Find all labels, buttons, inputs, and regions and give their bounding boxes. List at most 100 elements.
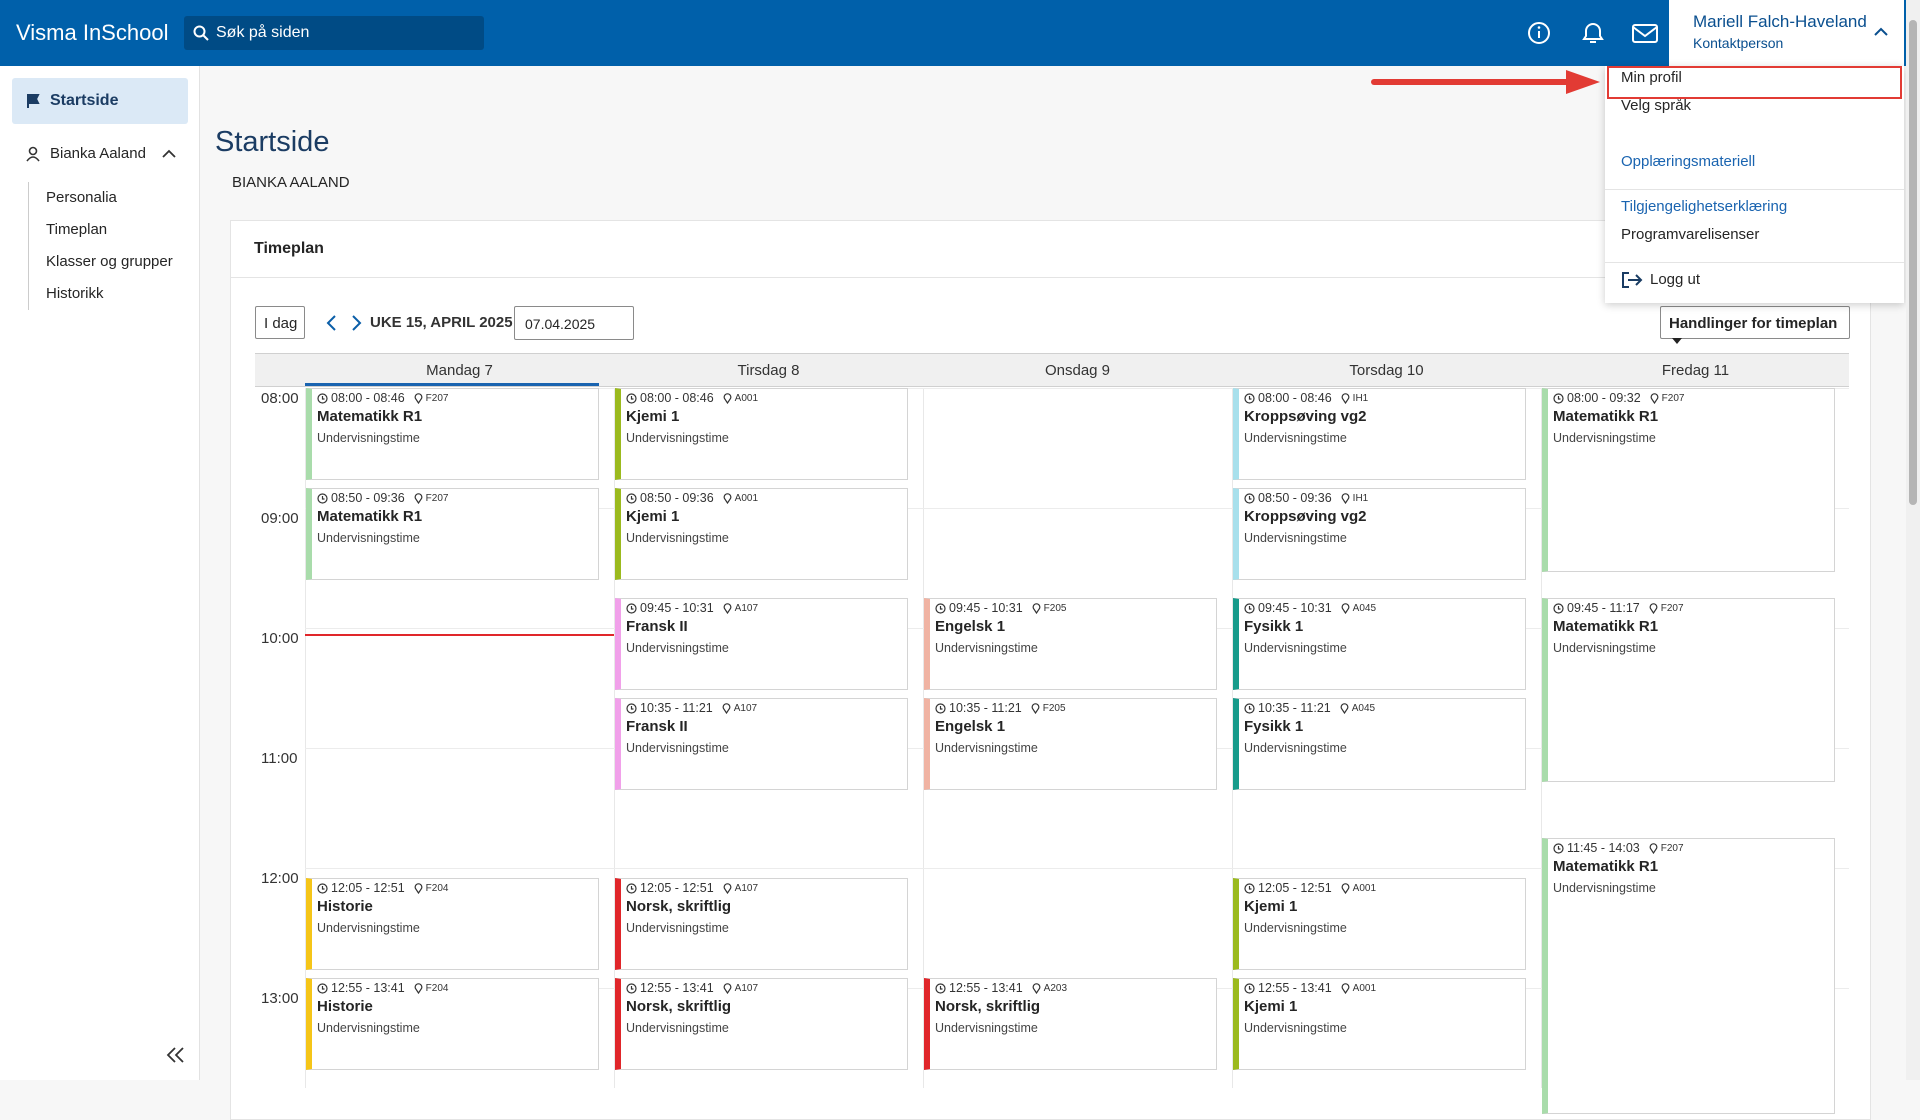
timetable-event[interactable]: 12:55 - 13:41 A001 Kjemi 1 Undervisningstim…: [1233, 978, 1526, 1070]
menu-item[interactable]: Tilgjengelighetserklæring: [1621, 198, 1788, 215]
event-subject: Fysikk 1: [1244, 718, 1304, 735]
event-kind: Undervisningstime: [317, 921, 420, 935]
date-input[interactable]: 07.04.2025: [514, 306, 634, 340]
actions-button[interactable]: Handlinger for timeplan: [1660, 306, 1850, 344]
column-line: [1232, 388, 1233, 1088]
nav-item[interactable]: Personalia: [46, 189, 117, 206]
event-meta: 12:05 - 12:51 F204: [317, 881, 598, 895]
clock-icon: [1244, 392, 1255, 404]
menu-item[interactable]: Opplæringsmateriell: [1621, 153, 1756, 170]
event-time: 12:55 - 13:41: [1258, 981, 1332, 995]
timetable-event[interactable]: 12:05 - 12:51 F204 Historie Undervisningsti…: [306, 878, 599, 970]
timetable-event[interactable]: 11:45 - 14:03 F207 Matematikk R1 Undervisni…: [1542, 838, 1835, 1114]
timetable-event[interactable]: 08:00 - 08:46 A001 Kjemi 1 Undervisningstim…: [615, 388, 908, 480]
nav-item[interactable]: Klasser og grupper: [46, 253, 173, 270]
event-time: 09:45 - 11:17: [1567, 601, 1640, 615]
clock-icon: [1244, 702, 1255, 714]
pin-icon: [414, 882, 423, 894]
timetable-event[interactable]: 08:50 - 09:36 A001 Kjemi 1 Undervisningstim…: [615, 488, 908, 580]
menu-item[interactable]: Velg språk: [1621, 97, 1692, 114]
timetable-event[interactable]: 12:55 - 13:41 A107 Norsk, skriftlig Undervi…: [615, 978, 908, 1070]
collapse-button[interactable]: [166, 1046, 186, 1064]
timetable-event[interactable]: 12:55 - 13:41 A203 Norsk, skriftlig Undervi…: [924, 978, 1217, 1070]
logo[interactable]: Visma InSchool: [16, 20, 169, 45]
timetable-event[interactable]: 09:45 - 10:31 F205 Engelsk 1 Undervisningst…: [924, 598, 1217, 690]
clock-icon: [626, 882, 637, 894]
timetable-event[interactable]: 08:00 - 08:46 IH1 Kroppsøving vg2 Undervisn…: [1233, 388, 1526, 480]
event-time: 12:05 - 12:51: [331, 881, 405, 895]
timetable-event[interactable]: 12:55 - 13:41 F204 Historie Undervisningsti…: [306, 978, 599, 1070]
pin-icon: [723, 392, 732, 404]
clock-icon: [1244, 882, 1255, 894]
caret: [1672, 338, 1682, 344]
user-menu[interactable]: Mariell Falch-Haveland Kontaktperson: [1669, 0, 1904, 66]
pin-icon: [1032, 982, 1041, 994]
timetable-event[interactable]: 08:00 - 09:32 F207 Matematikk R1 Undervisni…: [1542, 388, 1835, 572]
menu-item[interactable]: Programvarelisenser: [1621, 226, 1760, 243]
timetable-event[interactable]: 08:50 - 09:36 F207 Matematikk R1 Undervisni…: [306, 488, 599, 580]
day-header: Mandag 7: [426, 362, 493, 379]
search-box[interactable]: Søk på siden: [184, 16, 484, 50]
timetable-event[interactable]: 12:05 - 12:51 A107 Norsk, skriftlig Undervi…: [615, 878, 908, 970]
search-icon: [193, 25, 209, 41]
event-meta: 09:45 - 11:17 F207: [1553, 601, 1834, 615]
event-time: 09:45 - 10:31: [1258, 601, 1332, 615]
timetable-event[interactable]: 12:05 - 12:51 A001 Kjemi 1 Undervisningstim…: [1233, 878, 1526, 970]
event-subject: Historie: [317, 998, 373, 1015]
week-arrows[interactable]: [324, 313, 364, 333]
event-kind: Undervisningstime: [626, 1021, 729, 1035]
timetable-event[interactable]: 10:35 - 11:21 A045 Fysikk 1 Undervisningsti…: [1233, 698, 1526, 790]
clock-icon: [626, 492, 637, 504]
event-kind: Undervisningstime: [317, 1021, 420, 1035]
event-subject: Norsk, skriftlig: [626, 898, 732, 915]
timetable-event[interactable]: 09:45 - 10:31 A107 Fransk II Undervisningst…: [615, 598, 908, 690]
nav-startside[interactable]: Startside: [12, 78, 188, 124]
hour-label: 10:00: [261, 630, 299, 647]
event-subject: Matematikk R1: [1553, 618, 1659, 635]
event-time: 08:50 - 09:36: [1258, 491, 1332, 505]
hour-label: 08:00: [261, 390, 299, 407]
pin-icon: [1341, 982, 1350, 994]
clock-icon: [1244, 602, 1255, 614]
column-line: [1541, 388, 1542, 1088]
event-meta: 10:35 - 11:21 A045: [1244, 701, 1525, 715]
event-time: 12:55 - 13:41: [331, 981, 405, 995]
today-button[interactable]: I dag: [255, 306, 305, 339]
event-meta: 12:55 - 13:41 F204: [317, 981, 598, 995]
event-meta: 08:00 - 08:46 IH1: [1244, 391, 1525, 405]
event-kind: Undervisningstime: [317, 431, 420, 445]
column-line: [614, 388, 615, 1088]
timetable-event[interactable]: 08:50 - 09:36 IH1 Kroppsøving vg2 Undervisn…: [1233, 488, 1526, 580]
event-room: A001: [734, 492, 759, 504]
timetable-event[interactable]: 08:00 - 08:46 F207 Matematikk R1 Undervisni…: [306, 388, 599, 480]
timetable-event[interactable]: 09:45 - 11:17 F207 Matematikk R1 Undervisni…: [1542, 598, 1835, 782]
timetable-event[interactable]: 10:35 - 11:21 F205 Engelsk 1 Undervisningst…: [924, 698, 1217, 790]
nav-item[interactable]: Historikk: [46, 285, 104, 302]
menu-item[interactable]: Logg ut: [1650, 271, 1701, 288]
hour-label: 11:00: [261, 750, 298, 767]
timetable-event[interactable]: 09:45 - 10:31 A045 Fysikk 1 Undervisningsti…: [1233, 598, 1526, 690]
event-room: A045: [1351, 702, 1376, 714]
event-subject: Norsk, skriftlig: [626, 998, 732, 1015]
timetable-event[interactable]: 10:35 - 11:21 A107 Fransk II Undervisningst…: [615, 698, 908, 790]
nav-student[interactable]: Bianka Aaland: [50, 145, 146, 162]
event-meta: 08:00 - 09:32 F207: [1553, 391, 1834, 405]
user-dropdown: Min profil Velg språk Opplæringsmateriell T…: [1605, 66, 1904, 303]
nav-item[interactable]: Timeplan: [46, 221, 108, 238]
clock-icon: [626, 702, 637, 714]
day-header-bar: [255, 353, 1849, 387]
event-room: F204: [425, 982, 449, 994]
event-meta: 08:00 - 08:46 A001: [626, 391, 907, 405]
event-subject: Kroppsøving vg2: [1244, 508, 1367, 525]
hour-label: 09:00: [261, 510, 299, 527]
event-room: F207: [425, 392, 449, 404]
event-time: 11:45 - 14:03: [1567, 841, 1640, 855]
scrollbar: [1906, 0, 1920, 1080]
header-icons[interactable]: [1527, 21, 1667, 47]
event-meta: 09:45 - 10:31 A107: [626, 601, 907, 615]
event-subject: Kjemi 1: [626, 408, 680, 425]
event-time: 09:45 - 10:31: [949, 601, 1023, 615]
clock-icon: [317, 882, 328, 894]
clock-icon: [317, 392, 328, 404]
menu-item[interactable]: Min profil: [1621, 69, 1682, 86]
